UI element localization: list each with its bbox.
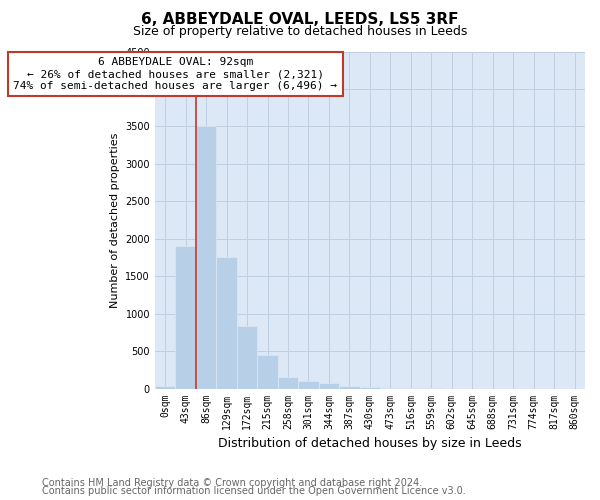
Bar <box>339 386 359 388</box>
Bar <box>196 126 217 388</box>
Bar <box>298 381 319 388</box>
Bar <box>278 378 298 388</box>
Bar <box>155 386 175 388</box>
Bar <box>175 246 196 388</box>
Bar <box>217 258 237 388</box>
Text: 6, ABBEYDALE OVAL, LEEDS, LS5 3RF: 6, ABBEYDALE OVAL, LEEDS, LS5 3RF <box>141 12 459 28</box>
Y-axis label: Number of detached properties: Number of detached properties <box>110 132 119 308</box>
Text: 6 ABBEYDALE OVAL: 92sqm
← 26% of detached houses are smaller (2,321)
74% of semi: 6 ABBEYDALE OVAL: 92sqm ← 26% of detache… <box>13 58 337 90</box>
Bar <box>237 326 257 388</box>
Bar <box>257 355 278 388</box>
Text: Contains public sector information licensed under the Open Government Licence v3: Contains public sector information licen… <box>42 486 466 496</box>
Bar <box>359 386 380 388</box>
Text: Contains HM Land Registry data © Crown copyright and database right 2024.: Contains HM Land Registry data © Crown c… <box>42 478 422 488</box>
Text: Size of property relative to detached houses in Leeds: Size of property relative to detached ho… <box>133 25 467 38</box>
Bar <box>319 384 339 388</box>
X-axis label: Distribution of detached houses by size in Leeds: Distribution of detached houses by size … <box>218 437 522 450</box>
